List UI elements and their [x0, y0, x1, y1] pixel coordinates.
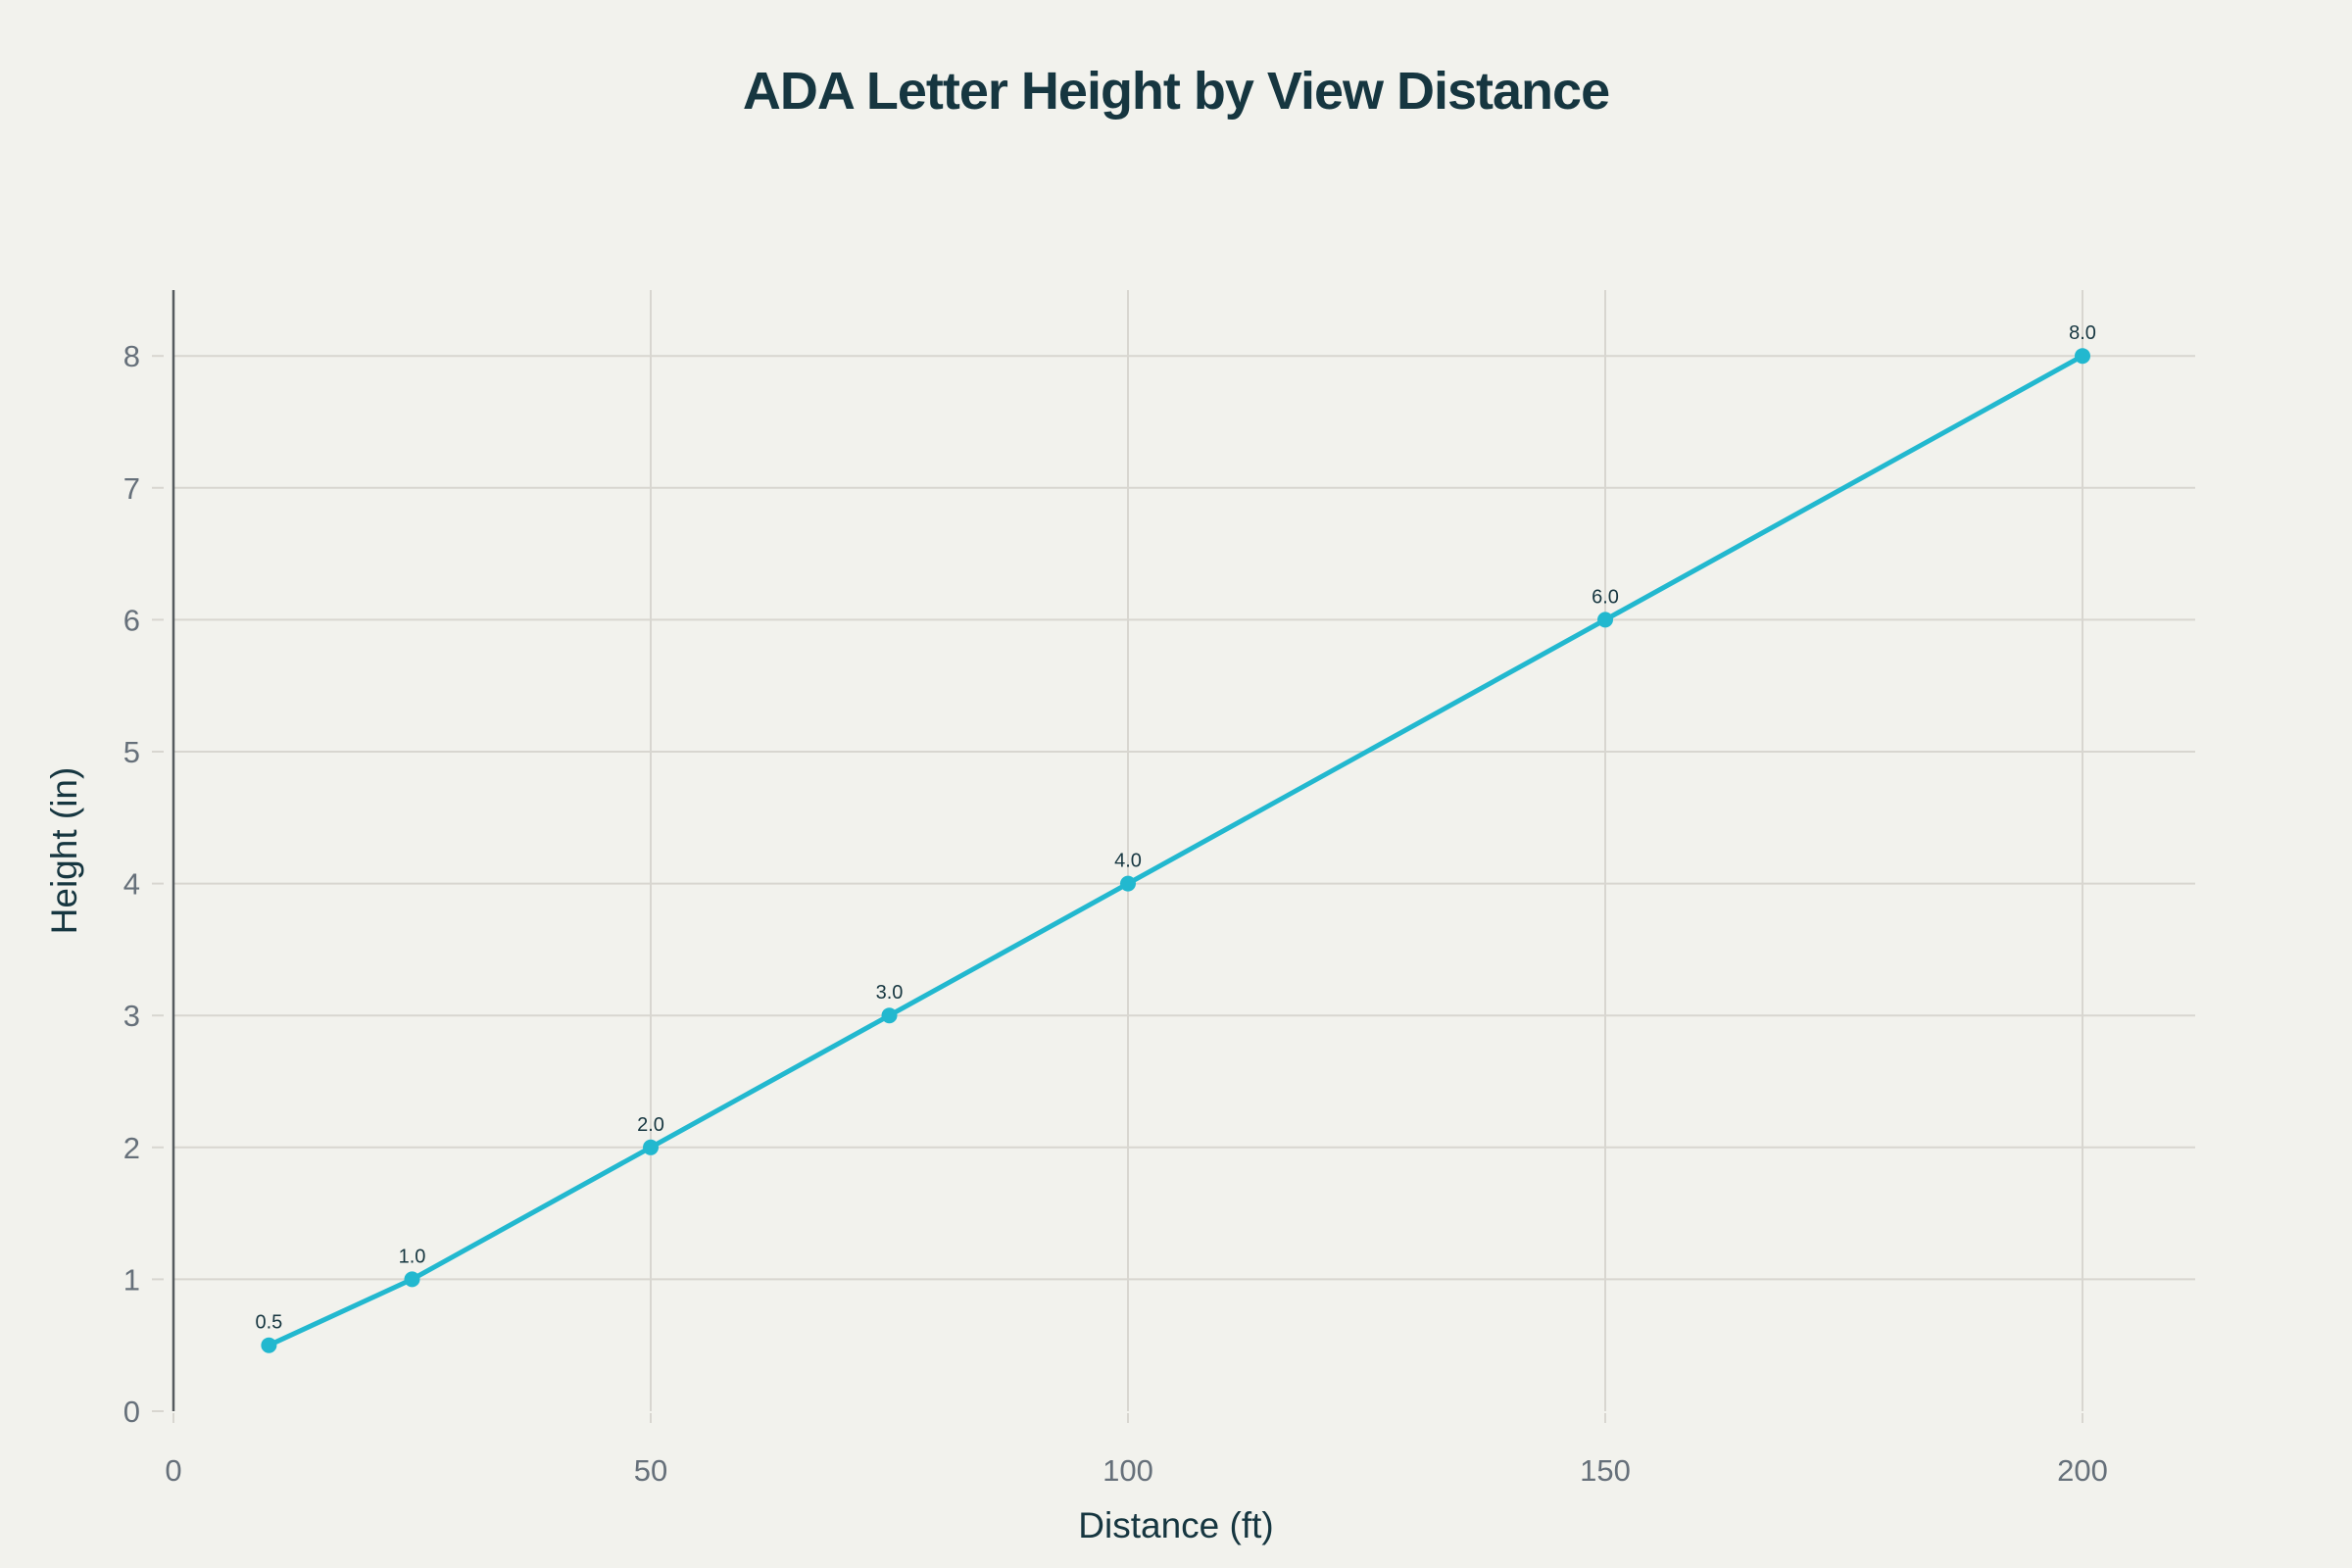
x-tick-label: 0: [165, 1453, 181, 1488]
data-label: 8.0: [2069, 322, 2096, 344]
data-series: 0.5 1.0 2.0 3.0 4.0 6.0 8.0: [255, 322, 2096, 1353]
y-tick-label: 5: [123, 735, 140, 769]
x-tick-label: 200: [2057, 1453, 2108, 1488]
x-tick-label: 150: [1580, 1453, 1631, 1488]
data-label: 3.0: [876, 982, 904, 1004]
data-point[interactable]: [261, 1337, 277, 1353]
data-point[interactable]: [1120, 875, 1136, 892]
data-point[interactable]: [2075, 348, 2090, 365]
data-label: 2.0: [637, 1114, 664, 1136]
tick-labels: 0 1 2 3 4 5 6 7 8 0 50 100 150 200: [123, 339, 2108, 1488]
x-axis-label: Distance (ft): [1078, 1505, 1274, 1545]
y-tick-label: 8: [123, 339, 140, 373]
gridlines: [152, 290, 2195, 1423]
y-tick-label: 3: [123, 999, 140, 1033]
data-label: 0.5: [255, 1312, 282, 1334]
y-tick-label: 7: [123, 471, 140, 506]
y-tick-label: 0: [123, 1395, 140, 1429]
data-label: 4.0: [1114, 851, 1142, 872]
chart-title: ADA Letter Height by View Distance: [742, 62, 1610, 121]
data-point[interactable]: [404, 1271, 420, 1288]
data-point[interactable]: [881, 1007, 898, 1024]
x-tick-label: 50: [634, 1453, 667, 1488]
y-tick-label: 2: [123, 1131, 140, 1165]
data-point[interactable]: [643, 1139, 659, 1155]
x-tick-label: 100: [1102, 1453, 1153, 1488]
data-label: 6.0: [1592, 586, 1619, 608]
data-label: 1.0: [399, 1246, 426, 1267]
y-tick-label: 4: [123, 867, 140, 902]
series-line: [268, 354, 2084, 1348]
y-tick-label: 6: [123, 603, 140, 637]
y-tick-label: 1: [123, 1262, 140, 1297]
data-point[interactable]: [1597, 612, 1613, 628]
